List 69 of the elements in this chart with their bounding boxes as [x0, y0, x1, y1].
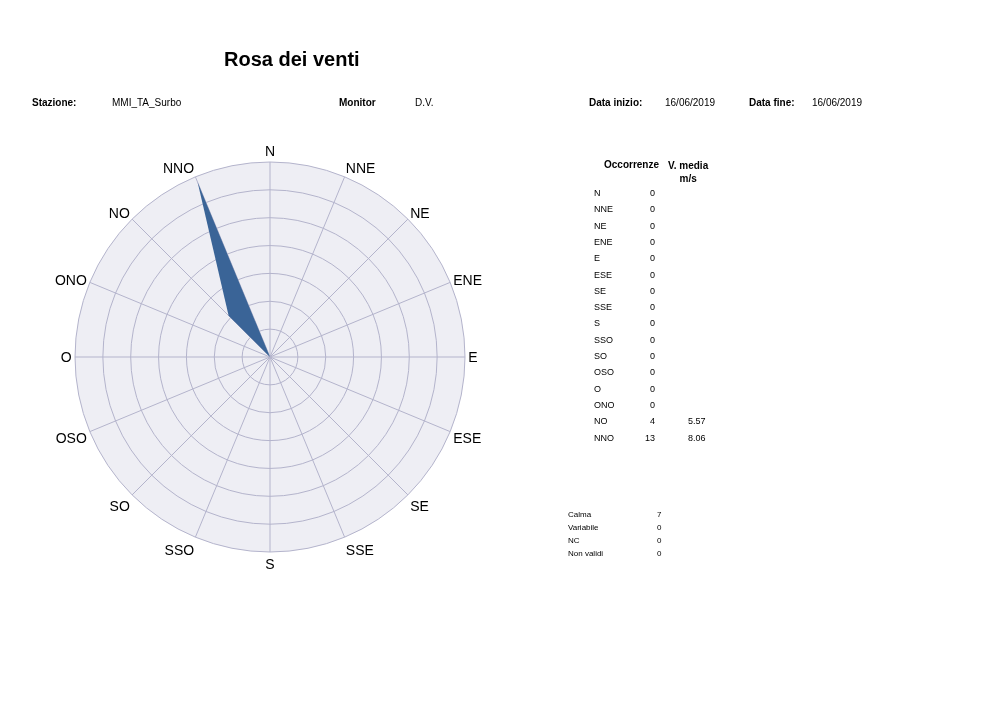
- spoke-label: ENE: [453, 271, 482, 288]
- data-label: 0: [657, 549, 662, 558]
- category-label: ONO: [594, 400, 615, 410]
- spoke-label: SO: [109, 497, 130, 514]
- text: Data fine:: [749, 97, 795, 108]
- data-label: 0: [650, 286, 656, 296]
- data-label: 0: [657, 536, 662, 545]
- data-label: 0: [650, 188, 656, 198]
- category-label: SSO: [594, 335, 614, 345]
- category-label: Non validi: [568, 549, 604, 558]
- data-label: 0: [650, 221, 656, 231]
- data-label: 0: [650, 384, 656, 394]
- text: MMI_TA_Surbo: [112, 97, 182, 108]
- data-label: 0: [650, 204, 656, 214]
- data-label: 7: [657, 510, 662, 519]
- category-label: SSE: [594, 302, 613, 312]
- category-label: NE: [594, 221, 607, 231]
- spoke-label: NO: [108, 205, 130, 222]
- spoke-label: ONO: [54, 271, 87, 288]
- spoke-label: O: [60, 348, 72, 365]
- text: Occorrenze: [604, 159, 660, 170]
- chart-title: Rosa dei venti: [224, 48, 360, 70]
- spoke-label: SE: [410, 497, 429, 514]
- spoke-label: NE: [410, 205, 430, 222]
- text: 16/06/2019: [665, 97, 716, 108]
- category-label: NNO: [594, 433, 614, 443]
- category-label: NNE: [594, 204, 614, 214]
- spoke-label: NNE: [345, 160, 376, 177]
- category-label: Variabile: [568, 523, 600, 532]
- spoke-label: E: [468, 348, 478, 365]
- category-label: NC: [568, 536, 580, 545]
- category-label: O: [594, 384, 602, 394]
- data-label: 0: [650, 318, 656, 328]
- category-label: ENE: [594, 237, 613, 247]
- text: Monitor: [339, 97, 376, 108]
- data-label: 0: [650, 253, 656, 263]
- spoke-label: NNO: [162, 160, 195, 177]
- data-label: 13: [645, 433, 656, 443]
- data-label: 0: [650, 237, 656, 247]
- category-label: S: [594, 318, 601, 328]
- category-label: OSO: [594, 367, 615, 377]
- category-label: E: [594, 253, 601, 263]
- text: Data inizio:: [589, 97, 643, 108]
- data-label: 0: [650, 351, 656, 361]
- spoke-label: SSO: [164, 542, 195, 559]
- spoke-label: S: [265, 556, 275, 573]
- data-label: 0: [657, 523, 662, 532]
- category-label: Calma: [568, 510, 592, 519]
- data-label: 4: [650, 416, 656, 426]
- spoke-label: ESE: [453, 429, 482, 446]
- text: 16/06/2019: [812, 97, 863, 108]
- text: Stazione:: [32, 97, 77, 108]
- data-label: 0: [650, 400, 656, 410]
- data-label: 5.57: [688, 416, 706, 426]
- category-label: N: [594, 188, 601, 198]
- category-label: SE: [594, 286, 607, 296]
- data-label: 0: [650, 302, 656, 312]
- category-label: NO: [594, 416, 608, 426]
- data-label: 0: [650, 270, 656, 280]
- text: V. media m/s: [668, 160, 709, 184]
- data-label: 0: [650, 335, 656, 345]
- category-label: SO: [594, 351, 608, 361]
- category-label: ESE: [594, 270, 613, 280]
- spoke-label: OSO: [55, 429, 87, 446]
- data-label: 8.06: [688, 433, 706, 443]
- spoke-label: N: [264, 142, 276, 159]
- data-label: 0: [650, 367, 656, 377]
- text: D.V.: [415, 97, 434, 108]
- spoke-label: SSE: [345, 542, 374, 559]
